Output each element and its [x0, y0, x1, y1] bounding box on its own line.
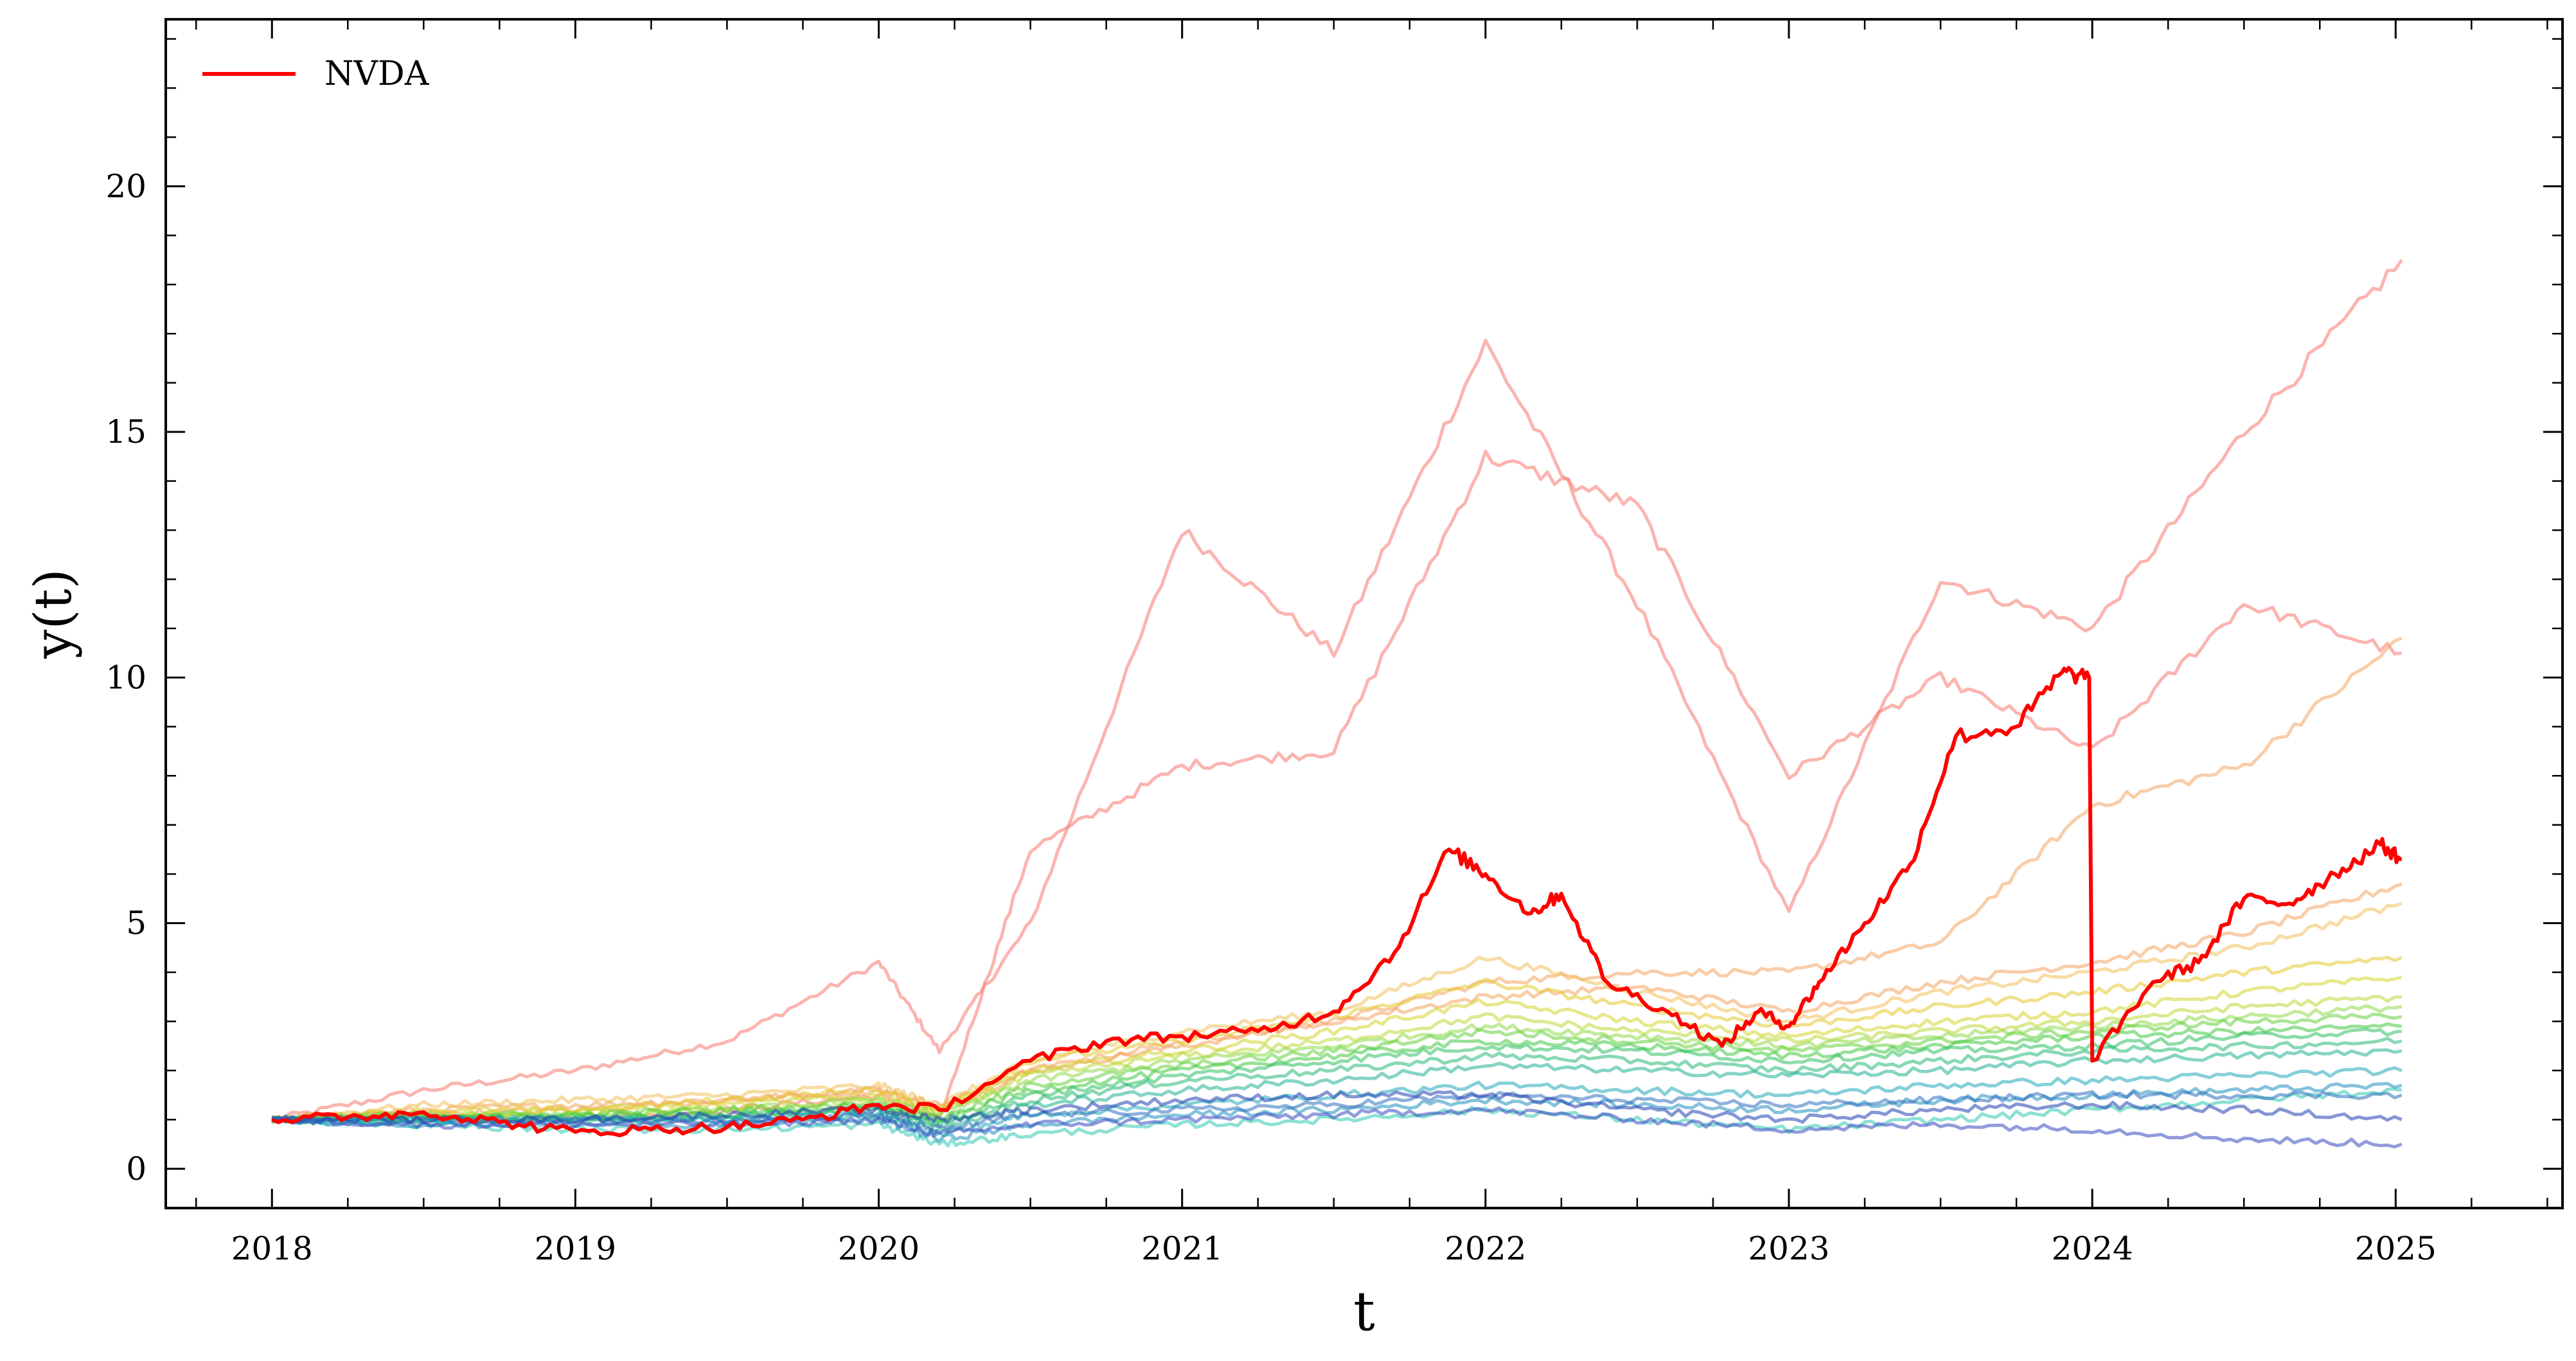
highlight-series-group — [271, 666, 2403, 1137]
y-tick-label: 10 — [105, 659, 147, 696]
background-series-group — [271, 259, 2403, 1149]
x-tick-label: 2018 — [231, 1230, 313, 1267]
x-tick-label: 2020 — [838, 1230, 919, 1267]
series-line-nvda — [271, 666, 2403, 1137]
x-tick-label: 2022 — [1444, 1230, 1526, 1267]
series-line-20 — [271, 1106, 2403, 1149]
y-tick-label: 15 — [105, 413, 147, 450]
y-tick-label: 5 — [126, 905, 147, 942]
legend: NVDA — [202, 55, 430, 93]
series-line-6 — [271, 956, 2403, 1123]
x-tick-label: 2019 — [535, 1230, 616, 1267]
x-tick-label: 2023 — [1748, 1230, 1829, 1267]
series-line-19 — [271, 1090, 2403, 1125]
series-line-5 — [272, 902, 2403, 1123]
y-tick-label: 0 — [126, 1150, 147, 1188]
series-line-8 — [271, 995, 2402, 1125]
x-tick-label: 2021 — [1141, 1230, 1223, 1267]
series-line-1 — [271, 259, 2403, 1121]
axis-ticks-group: 2018 2019 2020 2021 2022 2023 2024 2025 0 5 10 15 20 — [105, 19, 2563, 1267]
x-tick-label: 2025 — [2355, 1230, 2437, 1267]
legend-label-nvda: NVDA — [324, 55, 430, 93]
series-line-10 — [271, 1012, 2403, 1123]
x-tick-label: 2024 — [2052, 1230, 2133, 1267]
series-line-2 — [271, 449, 2403, 1125]
y-axis-label: y(t) — [23, 569, 83, 659]
series-line-18 — [272, 1090, 2403, 1132]
x-axis-label: t — [1353, 1280, 1375, 1343]
plot-frame — [164, 18, 2564, 1209]
y-tick-label: 20 — [105, 168, 147, 205]
